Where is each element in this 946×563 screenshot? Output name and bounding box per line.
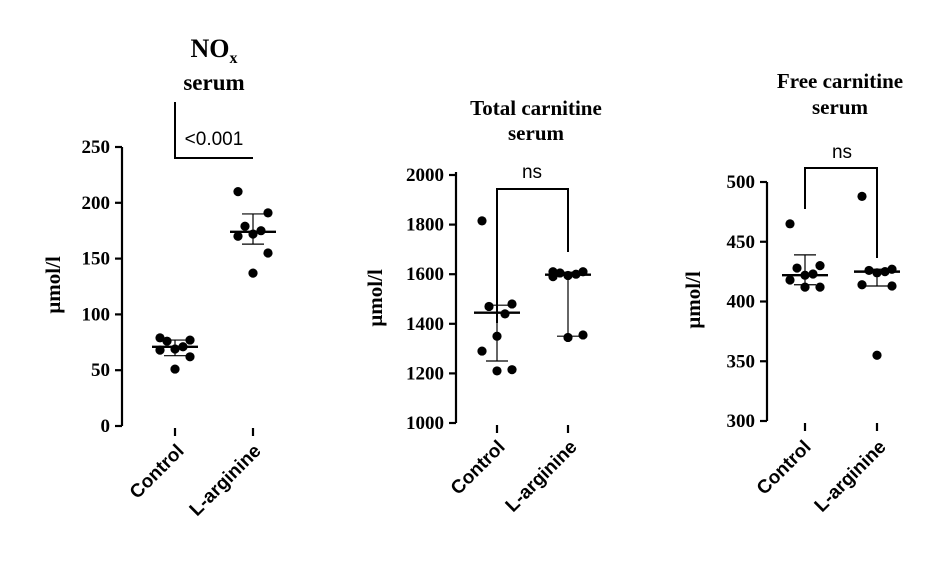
data-point <box>492 366 502 376</box>
data-point <box>240 221 250 231</box>
y-tick-label: 250 <box>82 137 111 158</box>
data-points <box>782 191 900 360</box>
data-point <box>578 330 588 340</box>
data-point <box>170 364 180 374</box>
data-point <box>815 282 825 292</box>
x-category-label: Control <box>447 437 510 500</box>
x-axis-ticks <box>803 423 879 431</box>
y-tick-label: 1800 <box>406 215 444 236</box>
x-category-label: Control <box>126 441 189 504</box>
panel-title: Free carnitine <box>777 69 903 93</box>
data-point <box>785 275 795 285</box>
data-points <box>474 216 591 376</box>
y-tick-label: 1600 <box>406 264 444 285</box>
bracket-line <box>496 188 569 323</box>
panel-title: NOx <box>191 34 238 67</box>
data-point <box>162 336 172 346</box>
data-points <box>152 187 276 374</box>
data-point <box>887 281 897 291</box>
significance-label: <0.001 <box>185 129 244 150</box>
data-point <box>500 309 510 319</box>
x-axis-ticks <box>173 428 255 436</box>
x-category-label: Control <box>753 437 816 500</box>
data-point <box>857 191 867 201</box>
panel-free-carnitine: Free carnitine serum µmol/l 300 350 400 450… <box>681 69 903 516</box>
data-point <box>263 208 273 218</box>
y-tick-label: 1200 <box>406 363 444 384</box>
x-category-label: L-arginine <box>186 441 266 521</box>
data-point <box>492 331 502 341</box>
y-tick-label: 350 <box>727 351 756 372</box>
data-point <box>248 268 258 278</box>
y-tick-label: 150 <box>82 249 111 270</box>
y-tick-label: 1400 <box>406 314 444 335</box>
y-axis-ticks: 0 50 100 150 200 250 <box>82 137 122 437</box>
data-point <box>815 261 825 271</box>
x-category-label: L-arginine <box>502 437 582 517</box>
y-tick-label: 200 <box>82 193 111 214</box>
data-point <box>263 248 273 258</box>
data-point <box>785 219 795 229</box>
data-point <box>507 299 517 309</box>
y-tick-label: 400 <box>727 292 756 313</box>
data-point <box>477 216 487 226</box>
panel-title-line2: serum <box>183 70 244 95</box>
y-axis-label: µmol/l <box>41 256 65 314</box>
y-tick-label: 2000 <box>406 165 444 186</box>
x-axis-ticks <box>495 425 570 433</box>
y-tick-label: 1000 <box>406 413 444 434</box>
significance-bracket <box>496 188 569 323</box>
y-axis-label: µmol/l <box>681 271 705 329</box>
data-point <box>477 346 487 356</box>
y-tick-label: 50 <box>91 360 110 381</box>
y-axis-ticks: 300 350 400 450 500 <box>727 172 767 432</box>
data-point <box>233 231 243 241</box>
significance-bracket <box>804 167 878 258</box>
data-point <box>185 335 195 345</box>
y-axis-ticks: 1000 1200 1400 1600 1800 2000 <box>406 165 456 434</box>
panel-title: Total carnitine <box>470 96 602 120</box>
significance-label: ns <box>832 142 852 163</box>
data-point <box>185 352 195 362</box>
data-point <box>507 365 517 375</box>
y-tick-label: 500 <box>727 172 756 193</box>
data-point <box>233 187 243 197</box>
panel-title-line2: serum <box>508 121 564 145</box>
panel-title-subscript: x <box>230 50 238 67</box>
panel-nox: NOx serum µmol/l 0 50 100 150 200 250 Control… <box>41 34 276 520</box>
data-point <box>548 272 558 282</box>
data-point <box>155 333 165 343</box>
y-tick-label: 0 <box>101 416 111 437</box>
bracket-line <box>804 167 878 258</box>
y-axis-label: µmol/l <box>363 269 387 327</box>
significance-label: ns <box>522 162 542 183</box>
y-tick-label: 100 <box>82 304 111 325</box>
data-point <box>484 301 494 312</box>
significance-bracket <box>174 102 253 159</box>
panel-total-carnitine: Total carnitine serum µmol/l 1000 1200 140… <box>363 96 602 516</box>
data-point <box>857 280 867 290</box>
y-tick-label: 450 <box>727 232 756 253</box>
y-tick-label: 300 <box>727 411 756 432</box>
data-point <box>563 332 573 343</box>
data-point <box>792 263 802 273</box>
data-point <box>800 282 810 292</box>
bracket-line <box>174 102 253 159</box>
x-category-label: L-arginine <box>811 437 891 517</box>
data-point <box>872 350 882 360</box>
panel-title-line2: serum <box>812 95 868 119</box>
